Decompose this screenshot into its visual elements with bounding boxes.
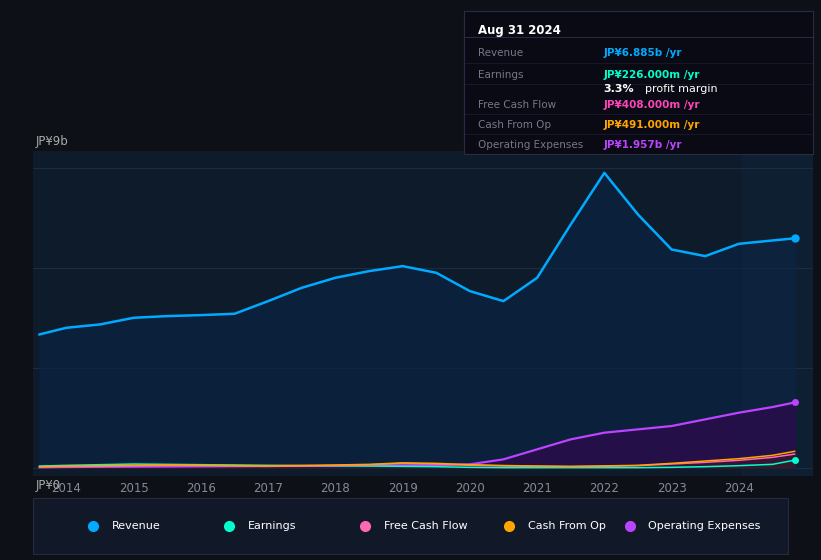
Text: JP¥1.957b /yr: JP¥1.957b /yr: [603, 140, 682, 150]
Text: Revenue: Revenue: [112, 521, 161, 531]
Bar: [742, 151, 813, 476]
Text: JP¥0: JP¥0: [35, 479, 60, 492]
Text: Revenue: Revenue: [478, 48, 523, 58]
Text: JP¥6.885b /yr: JP¥6.885b /yr: [603, 48, 682, 58]
Text: Free Cash Flow: Free Cash Flow: [384, 521, 468, 531]
Text: JP¥491.000m /yr: JP¥491.000m /yr: [603, 120, 699, 130]
Text: Cash From Op: Cash From Op: [478, 120, 551, 130]
Text: JP¥226.000m /yr: JP¥226.000m /yr: [603, 70, 699, 80]
Text: Cash From Op: Cash From Op: [528, 521, 605, 531]
Text: profit margin: profit margin: [645, 84, 718, 94]
Text: 3.3%: 3.3%: [603, 84, 634, 94]
Text: Operating Expenses: Operating Expenses: [478, 140, 583, 150]
Text: Free Cash Flow: Free Cash Flow: [478, 100, 556, 110]
Text: Earnings: Earnings: [248, 521, 296, 531]
Text: Earnings: Earnings: [478, 70, 523, 80]
Text: JP¥9b: JP¥9b: [35, 135, 68, 148]
Text: Operating Expenses: Operating Expenses: [649, 521, 761, 531]
Text: JP¥408.000m /yr: JP¥408.000m /yr: [603, 100, 700, 110]
Text: Aug 31 2024: Aug 31 2024: [478, 24, 561, 37]
